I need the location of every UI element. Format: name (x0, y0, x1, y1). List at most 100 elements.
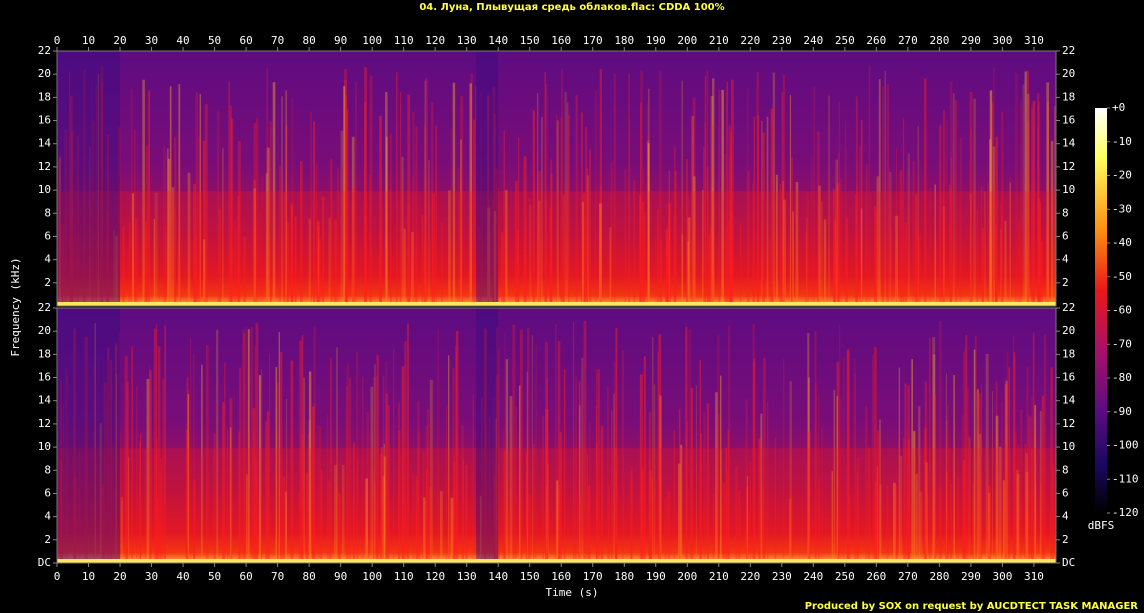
spectrogram-texture (113, 230, 115, 306)
spectrogram-texture (919, 491, 923, 563)
spectrogram-texture (528, 197, 531, 306)
spectrogram-texture (839, 179, 843, 306)
spectrogram-texture (541, 117, 543, 306)
spectrogram-texture (509, 396, 513, 563)
spectrogram-texture (253, 122, 257, 306)
spectrogram-texture (699, 359, 702, 563)
spectrogram-texture (487, 95, 490, 306)
spectrogram-texture (915, 473, 918, 563)
spectrogram-texture (352, 188, 355, 306)
spectrogram-texture (818, 392, 820, 563)
spectrogram-texture (726, 81, 728, 307)
x-tick-label: 40 (176, 570, 189, 583)
x-tick-label: 190 (646, 570, 666, 583)
spectrogram-texture (222, 147, 224, 306)
x-tick-label: 240 (803, 570, 823, 583)
spectrogram-texture (578, 405, 581, 563)
chart-title: 04. Луна, Плывущая средь облаков.flac: C… (419, 1, 724, 13)
spectrogram-texture (134, 218, 138, 306)
spectrogram-texture (647, 143, 650, 306)
spectrogram-texture (989, 90, 993, 306)
spectrogram-texture (217, 110, 220, 307)
spectrogram-texture (725, 447, 727, 563)
spectrogram-texture (423, 234, 426, 306)
spectrogram-texture (687, 195, 691, 306)
spectrogram-texture (681, 80, 683, 306)
spectrogram-texture (307, 433, 310, 563)
spectrogram-texture (424, 78, 428, 306)
spectrogram-texture (276, 382, 279, 563)
spectrogram-texture (677, 463, 681, 563)
spectrogram-texture (238, 431, 240, 563)
spectrogram-texture (227, 429, 229, 563)
spectrogram-texture (247, 431, 251, 563)
spectrogram-texture (613, 393, 615, 563)
spectrogram-texture (427, 408, 429, 563)
spectrogram-texture (76, 136, 80, 306)
y-tick-label: 12 (1062, 417, 1075, 430)
spectrogram-texture (774, 437, 776, 563)
spectrogram-texture (615, 327, 618, 563)
spectrogram-texture (253, 179, 256, 306)
spectrogram-texture (310, 111, 312, 306)
spectrogram-texture (860, 119, 863, 306)
spectrogram-texture (805, 230, 807, 306)
spectrogram-texture (346, 364, 350, 563)
spectrogram-texture (821, 202, 823, 306)
spectrogram-texture (212, 434, 216, 563)
y-tick-label: 16 (38, 371, 51, 384)
spectrogram-texture (106, 134, 109, 306)
spectrogram-texture (924, 78, 927, 306)
spectrogram-texture (337, 167, 339, 306)
spectrogram-texture (100, 482, 102, 563)
spectrogram-texture (907, 490, 909, 563)
spectrogram-texture (768, 237, 771, 306)
spectrogram-texture (895, 484, 898, 563)
colorbar-tick-label: -90 (1112, 405, 1132, 418)
spectrogram-texture (383, 375, 385, 563)
spectrogram-texture (57, 308, 121, 563)
x-tick-label: 170 (583, 570, 603, 583)
spectrogram-texture (320, 469, 323, 563)
spectrogram-texture (879, 484, 882, 563)
spectrogram-texture (340, 130, 344, 306)
spectrogram-texture (706, 403, 710, 563)
x-tick-label: 290 (961, 34, 981, 47)
spectrogram-texture (988, 485, 991, 563)
colorbar-label: dBFS (1088, 519, 1115, 532)
spectrogram-texture (164, 325, 166, 563)
spectrogram-texture (515, 406, 517, 563)
spectrogram-texture (917, 236, 921, 306)
x-tick-label: 150 (520, 34, 540, 47)
spectrogram-texture (223, 362, 226, 563)
spectrogram-texture (706, 70, 709, 306)
spectrogram-texture (640, 70, 643, 306)
spectrogram-texture (980, 384, 983, 563)
spectrogram-texture (973, 349, 976, 563)
x-tick-label: 210 (709, 570, 729, 583)
spectrogram-texture (429, 379, 433, 563)
spectrogram-texture (505, 190, 508, 306)
spectrogram-texture (167, 158, 170, 306)
spectrogram-texture (781, 232, 783, 306)
spectrogram-texture (1037, 128, 1040, 306)
spectrogram-texture (614, 448, 618, 563)
y-tick-label: 16 (1062, 114, 1075, 127)
spectrogram-texture (100, 73, 103, 306)
spectrogram-texture (379, 234, 382, 306)
spectrogram-texture (162, 378, 165, 563)
spectrogram-texture (789, 381, 792, 563)
spectrogram-texture (452, 82, 456, 306)
spectrogram-texture (199, 94, 201, 306)
spectrogram-texture (938, 488, 942, 563)
spectrogram-texture (303, 377, 305, 563)
spectrogram-texture (278, 332, 280, 563)
spectrogram-texture (385, 136, 388, 306)
spectrogram-texture (331, 216, 334, 306)
spectrogram-texture (1004, 488, 1008, 563)
spectrogram-texture (423, 497, 426, 563)
spectrogram-texture (1030, 109, 1034, 306)
spectrogram-texture (831, 470, 833, 563)
spectrogram-texture (238, 141, 241, 306)
